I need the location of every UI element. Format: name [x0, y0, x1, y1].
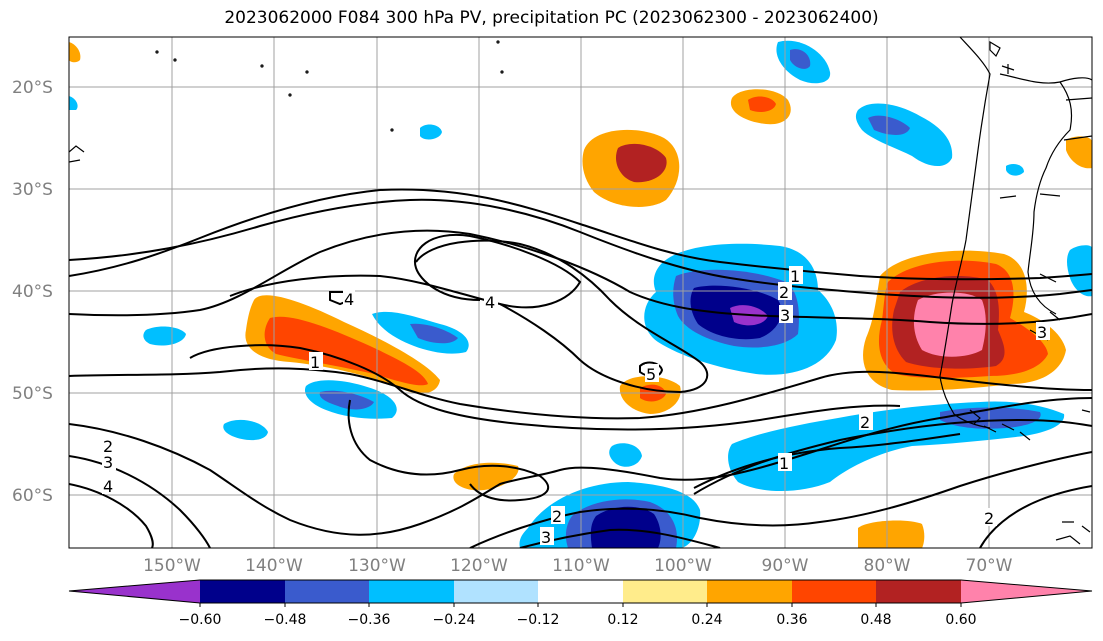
- precip-blob: [582, 129, 680, 207]
- colorbar-tick-label: −0.24: [433, 612, 476, 628]
- contour-label-1: 1: [790, 267, 800, 286]
- colorbar-tick-label: −0.60: [179, 612, 222, 628]
- precip-blob: [776, 40, 831, 84]
- lon-label: 80°W: [864, 556, 911, 576]
- contour-label-4: 4: [103, 477, 113, 496]
- lon-label: 70°W: [966, 556, 1013, 576]
- lon-label: 140°W: [245, 556, 303, 576]
- contour-label-3: 3: [1037, 323, 1047, 342]
- lat-label: 20°S: [12, 78, 53, 98]
- pv-contour-inner-south: [347, 399, 550, 502]
- lat-label: 50°S: [12, 384, 53, 404]
- precip-blob: [223, 419, 268, 441]
- colorbar-tick-label: 0.12: [607, 612, 638, 628]
- lon-label: 120°W: [450, 556, 508, 576]
- precip-blob: [69, 42, 81, 63]
- pv-contour-bottom-2: [469, 451, 1092, 548]
- lon-label: 130°W: [348, 556, 406, 576]
- lon-labels: 150°W 140°W 130°W 120°W 110°W 100°W 90°W…: [143, 556, 1013, 576]
- precip-blob: [644, 243, 837, 375]
- precip-blob: [304, 380, 397, 419]
- colorbar-segment: [369, 580, 454, 603]
- contour-label-3: 3: [541, 528, 551, 547]
- precip-blob: [245, 295, 440, 394]
- precip-blob: [519, 482, 701, 548]
- colorbar-tick-label: −0.12: [517, 612, 560, 628]
- colorbar-segment: [538, 580, 623, 603]
- precip-blob: [858, 520, 925, 548]
- contour-label-3: 3: [780, 306, 790, 325]
- lon-label: 110°W: [552, 556, 610, 576]
- precip-blob: [69, 96, 78, 110]
- lat-labels: 20°S 30°S 40°S 50°S 60°S: [12, 78, 53, 506]
- contour-label-2: 2: [860, 413, 870, 432]
- colorbar: −0.60 −0.48 −0.36 −0.24 −0.12 0.12 0.24 …: [68, 579, 1093, 628]
- pv-contour-3: [69, 229, 1092, 325]
- lat-label: 40°S: [12, 282, 53, 302]
- precip-blob: [855, 103, 953, 167]
- contour-label-2: 2: [779, 283, 789, 302]
- pv-contour-bottom-right: [979, 485, 1092, 548]
- colorbar-tick-label: 0.24: [691, 612, 722, 628]
- colorbar-tick-label: −0.36: [348, 612, 391, 628]
- lon-label: 150°W: [143, 556, 201, 576]
- precip-blob: [420, 124, 442, 140]
- precip-blob: [609, 443, 642, 467]
- precip-blob: [143, 326, 186, 346]
- colorbar-extend-min: [69, 580, 200, 603]
- pv-contour-south-a: [69, 367, 1092, 420]
- pv-contour-4-loop: [415, 239, 709, 394]
- contour-labels: 1 2 3 4 4 1 5 2 3 4 2 1 2 3 2 3: [102, 266, 1050, 547]
- contour-label-4: 4: [344, 290, 354, 309]
- colorbar-extend-max: [961, 580, 1092, 603]
- pv-contour-2-north: [69, 198, 1092, 299]
- precip-blob: [1006, 164, 1024, 176]
- colorbar-segment: [200, 580, 285, 603]
- lon-label: 100°W: [654, 556, 712, 576]
- pv-contour-4-inner: [229, 233, 582, 309]
- colorbar-segment: [876, 580, 961, 603]
- precip-blob: [372, 311, 469, 354]
- colorbar-tick-label: 0.60: [945, 612, 976, 628]
- pv-contour-1-north: [69, 188, 1092, 281]
- precip-shading: [69, 40, 1092, 548]
- contour-label-2: 2: [984, 509, 994, 528]
- colorbar-segment: [707, 580, 792, 603]
- contour-label-2: 2: [552, 507, 562, 526]
- lat-label: 30°S: [12, 180, 53, 200]
- colorbar-segment: [285, 580, 369, 603]
- colorbar-segment: [623, 580, 707, 603]
- chart-title: 2023062000 F084 300 hPa PV, precipitatio…: [224, 8, 879, 28]
- pv-contour-1-southeast: [693, 433, 961, 489]
- contour-label-4: 4: [485, 293, 495, 312]
- precip-blob: [730, 89, 791, 125]
- pv-contour-lower-2: [69, 397, 1092, 536]
- contour-label-1: 1: [779, 454, 789, 473]
- pv-contour-lower-4: [69, 483, 154, 548]
- contour-label-1: 1: [310, 353, 320, 372]
- contour-label-5: 5: [646, 365, 656, 384]
- map-frame: [68, 36, 1093, 549]
- coastline: [69, 37, 1092, 545]
- pv-contour-south-b: [189, 344, 901, 431]
- precip-blob: [863, 250, 1066, 391]
- colorbar-segment: [454, 580, 538, 603]
- contour-label-3: 3: [103, 453, 113, 472]
- pv-contours: [69, 188, 1092, 548]
- pv-contour-lower-3: [69, 455, 211, 548]
- lat-label: 60°S: [12, 486, 53, 506]
- lon-label: 90°W: [762, 556, 809, 576]
- precip-blob: [1066, 136, 1092, 169]
- colorbar-tick-label: 0.48: [860, 612, 891, 628]
- precip-blob: [1067, 245, 1092, 297]
- colorbar-tick-label: −0.48: [264, 612, 307, 628]
- contour-label-2: 2: [103, 437, 113, 456]
- pv-contour-small-loop-5: [639, 361, 664, 378]
- colorbar-segment: [792, 580, 876, 603]
- colorbar-tick-label: 0.36: [776, 612, 807, 628]
